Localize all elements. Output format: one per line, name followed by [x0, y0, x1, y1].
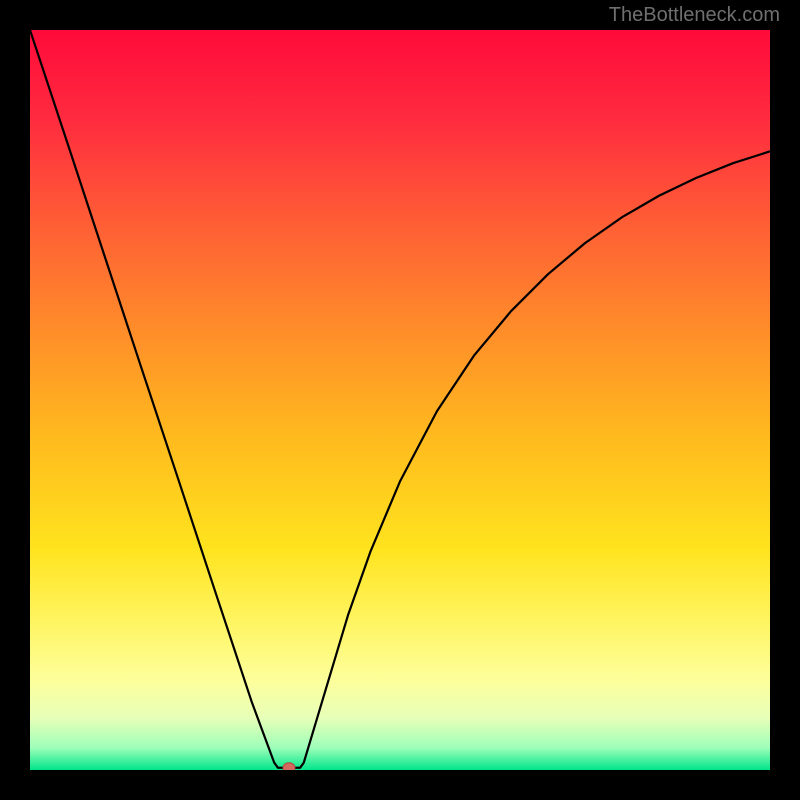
watermark-text: TheBottleneck.com — [609, 4, 780, 27]
optimum-marker — [283, 763, 295, 770]
curve-layer — [30, 30, 770, 770]
bottleneck-curve — [30, 30, 770, 768]
chart-frame: TheBottleneck.com — [0, 0, 800, 800]
plot-area — [30, 30, 770, 770]
